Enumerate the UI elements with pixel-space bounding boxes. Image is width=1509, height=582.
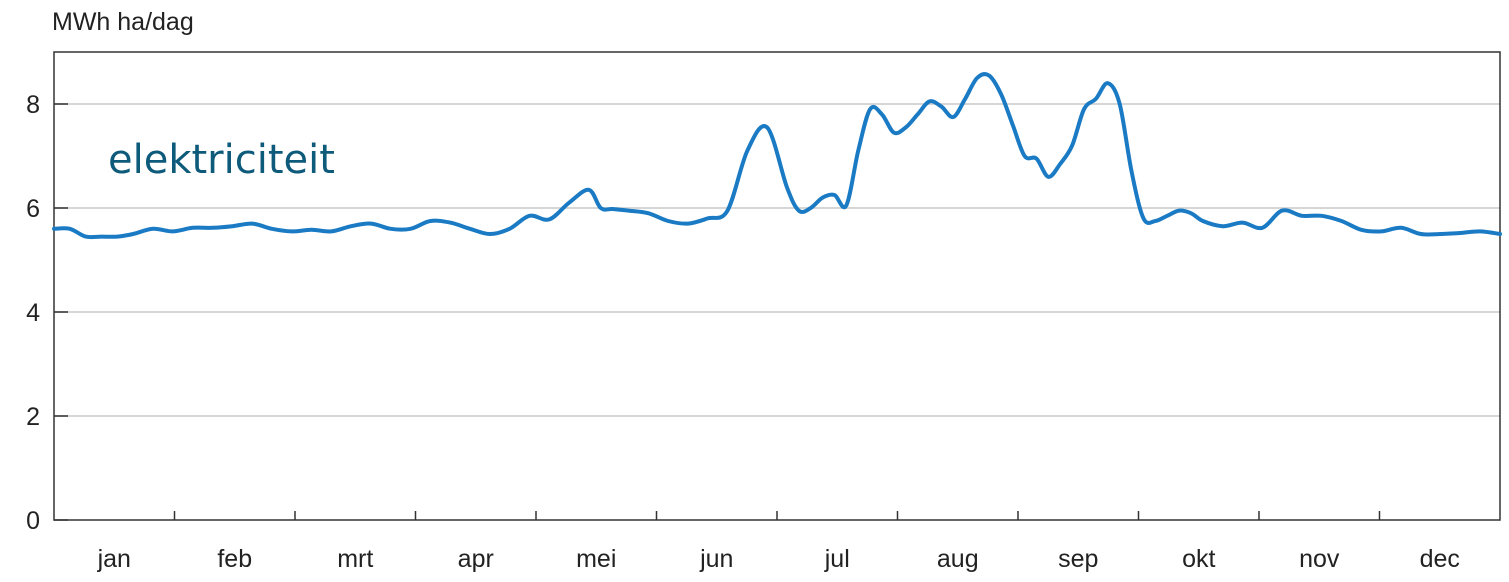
x-tick-label-jan: jan	[97, 545, 131, 573]
x-tick-label-sep: sep	[1058, 545, 1098, 573]
x-tick-label-dec: dec	[1420, 545, 1460, 573]
y-tick-label-2: 2	[26, 403, 40, 431]
x-tick-label-jun: jun	[699, 545, 733, 573]
x-tick-label-apr: apr	[458, 545, 494, 573]
y-axis-label: MWh ha/dag	[52, 8, 194, 36]
y-tick-label-6: 6	[26, 195, 40, 223]
series-annotation-label: elektriciteit	[108, 137, 335, 183]
x-tick-label-aug: aug	[937, 545, 979, 573]
y-tick-label-4: 4	[26, 299, 40, 327]
y-tick-label-0: 0	[26, 507, 40, 535]
x-tick-label-mei: mei	[576, 545, 616, 573]
x-tick-label-feb: feb	[217, 545, 252, 573]
x-tick-label-jul: jul	[824, 545, 850, 573]
x-tick-label-mrt: mrt	[337, 545, 373, 573]
plot-frame	[54, 52, 1500, 520]
x-tick-label-okt: okt	[1182, 545, 1215, 573]
x-tick-label-nov: nov	[1299, 545, 1340, 573]
y-tick-label-8: 8	[26, 91, 40, 119]
